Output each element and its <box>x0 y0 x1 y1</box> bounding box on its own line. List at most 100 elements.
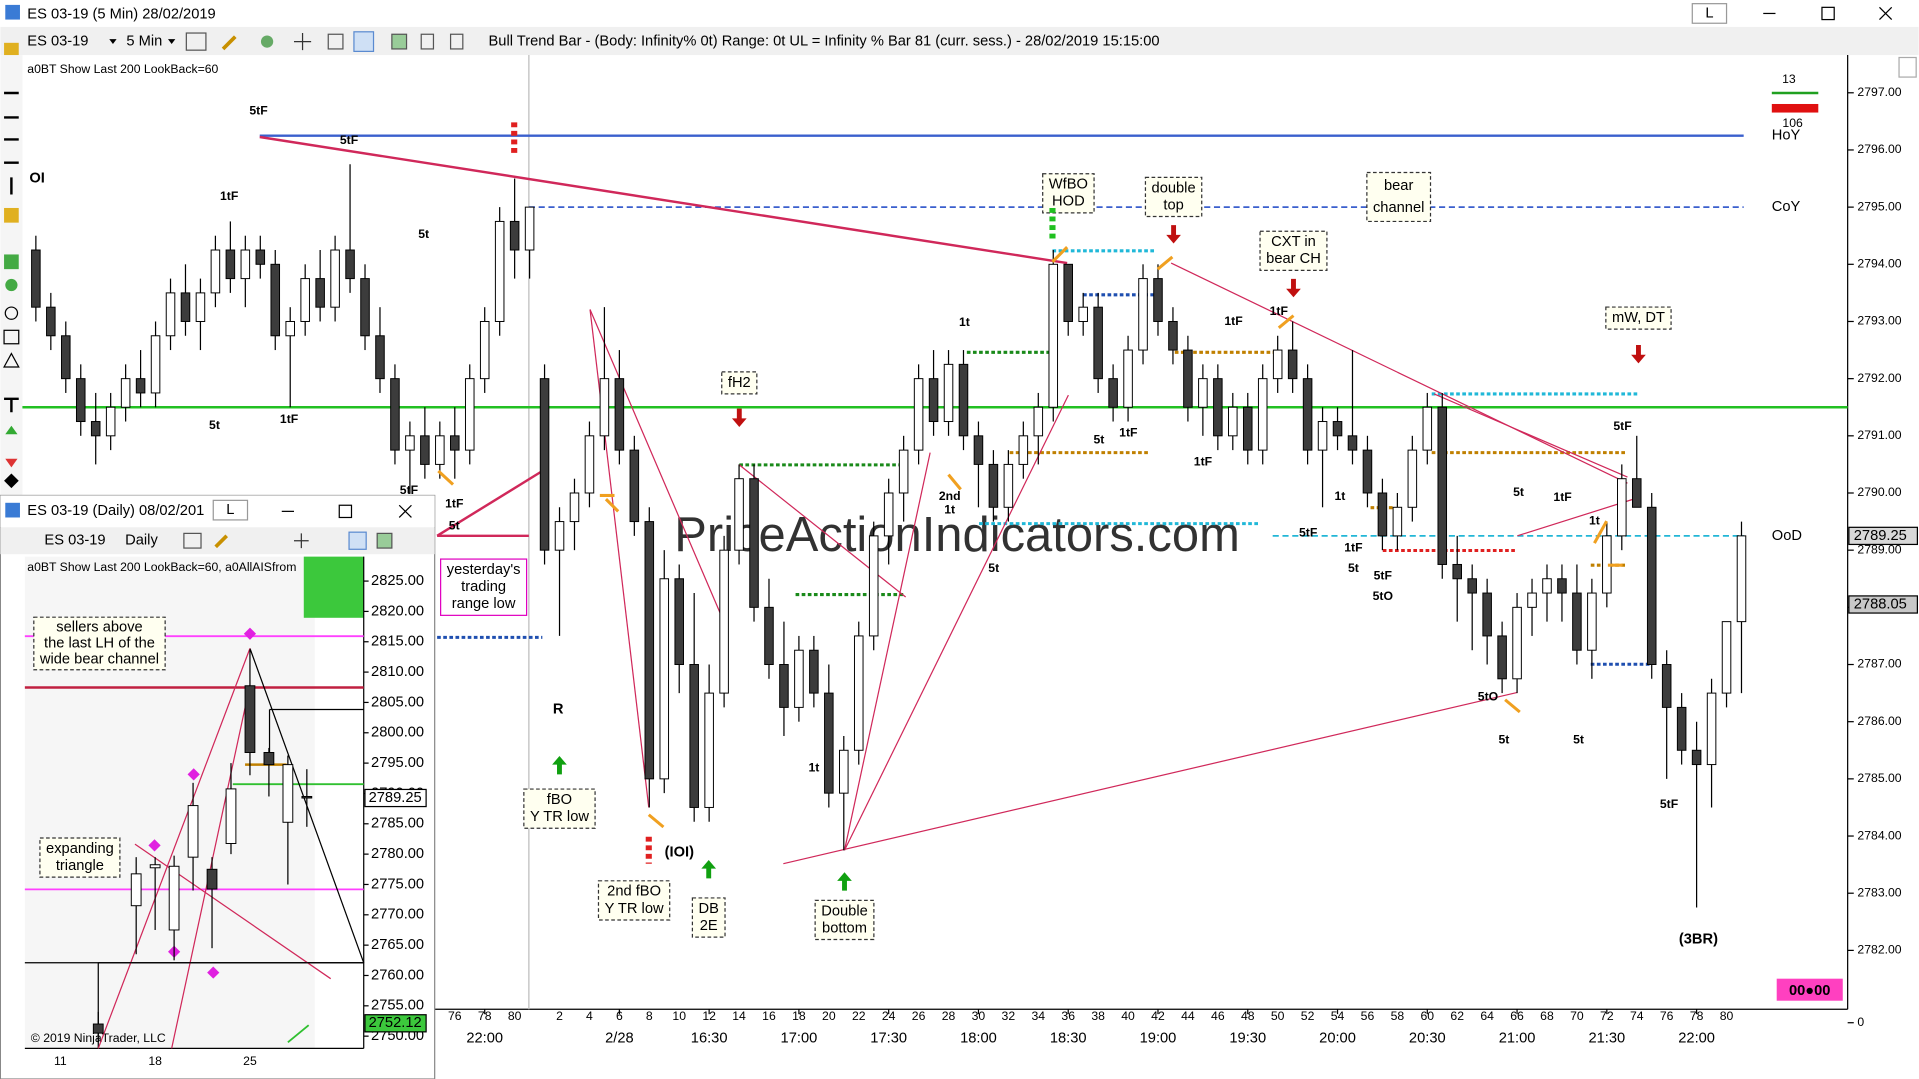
bars-icon[interactable] <box>185 32 207 51</box>
clock: 00●00 <box>1789 983 1831 999</box>
y-tick-label: 2785.00 <box>371 816 424 832</box>
list-icon[interactable] <box>449 33 464 50</box>
x-tick-label: 32 <box>1002 1009 1016 1023</box>
tool-icon[interactable] <box>5 278 18 292</box>
candle-body <box>1228 406 1238 437</box>
candle-body <box>824 692 834 794</box>
x-tick-label: 30 <box>972 1009 986 1023</box>
tool-icon[interactable] <box>4 42 19 56</box>
candle-body <box>315 278 325 308</box>
signal-tick <box>1504 698 1521 714</box>
trend-line <box>1170 262 1628 484</box>
x-tick-label: 36 <box>1061 1009 1075 1023</box>
annotation-box <box>597 880 671 921</box>
candle-body <box>1078 306 1088 322</box>
up-arrow <box>701 860 717 879</box>
y-tick-label: 2780.00 <box>371 846 424 862</box>
link-button[interactable] <box>1691 3 1728 24</box>
candle-body <box>1572 592 1582 651</box>
y-tick-label: 2784.00 <box>1857 828 1901 842</box>
candle-body <box>1287 349 1298 380</box>
x-tick-label: 70 <box>1570 1009 1584 1023</box>
zoom-icon[interactable] <box>327 33 344 50</box>
candle-body <box>301 795 313 799</box>
tool-icon[interactable] <box>5 425 18 435</box>
y-tick-label: 2786.00 <box>1857 714 1901 728</box>
bars-icon[interactable] <box>183 532 202 549</box>
candle-body <box>689 664 699 808</box>
maximize-button[interactable] <box>338 504 353 519</box>
tool-icon[interactable] <box>4 254 19 270</box>
link-button[interactable] <box>212 499 249 521</box>
interval-selector[interactable]: 5 Min <box>126 33 162 49</box>
tool-icon[interactable] <box>4 473 19 489</box>
tool-icon[interactable] <box>4 397 19 413</box>
time-tick-label: 2/28 <box>605 1031 634 1047</box>
bar-marker: 5tF <box>400 483 419 497</box>
x-tick-label: 24 <box>882 1009 896 1023</box>
tool-icon[interactable] <box>5 458 18 468</box>
strategy-icon[interactable] <box>376 532 393 549</box>
candle-body <box>853 635 864 751</box>
crosshair-icon[interactable] <box>293 33 312 51</box>
y-tick-label: 2795.00 <box>1857 199 1901 213</box>
trend-line <box>843 452 931 851</box>
candle-body <box>1437 406 1448 565</box>
indicator-info: a0BT Show Last 200 LookBack=60 <box>27 62 218 76</box>
signal-tick <box>604 498 620 513</box>
candle-body <box>839 749 849 794</box>
template-icon[interactable] <box>348 531 367 550</box>
candle-body <box>958 363 969 437</box>
annotation-text: OI <box>29 170 44 186</box>
props-icon[interactable] <box>420 33 435 50</box>
annotation-text: range low <box>452 596 516 612</box>
x-tick-label: 18 <box>148 1054 162 1068</box>
candle-body <box>599 378 610 437</box>
time-tick-label: 18:00 <box>960 1031 997 1047</box>
tool-icon[interactable] <box>3 352 20 368</box>
candle-body <box>704 692 714 808</box>
title-bar <box>0 0 1919 27</box>
tool-icon[interactable] <box>4 207 19 223</box>
x-tick-label: 78 <box>478 1009 492 1023</box>
level-label: CoY <box>1772 199 1801 215</box>
x-tick-label: 16 <box>762 1009 776 1023</box>
candle-body <box>898 449 909 494</box>
y-tick-label: 2797.00 <box>1857 85 1901 99</box>
annotation-text: double <box>1152 180 1196 196</box>
annotation-text: triangle <box>56 858 104 874</box>
time-tick-label: 22:00 <box>466 1031 503 1047</box>
draw-icon[interactable] <box>214 534 229 549</box>
close-button[interactable] <box>398 504 412 518</box>
link-button-label[interactable]: L <box>226 502 234 518</box>
indicator-icon[interactable] <box>260 35 274 48</box>
maximize-button[interactable] <box>1821 6 1835 21</box>
scroll-button[interactable] <box>1898 56 1917 78</box>
inset-zone <box>303 556 364 618</box>
draw-icon[interactable] <box>221 35 237 51</box>
candle-body <box>1048 263 1059 408</box>
candle-body <box>330 249 340 308</box>
close-button[interactable] <box>1879 6 1893 21</box>
bar-status: Bull Trend Bar - (Body: Infinity% 0t) Ra… <box>489 33 1160 49</box>
link-button-label[interactable]: L <box>1705 5 1713 21</box>
candle-body <box>1557 578 1567 594</box>
strategy-icon[interactable] <box>391 33 408 50</box>
instrument-selector[interactable]: ES 03-19 <box>27 33 88 49</box>
y-tick-label: 2785.00 <box>1857 771 1901 785</box>
dropdown-icon <box>109 39 117 45</box>
signal-tick <box>437 469 455 486</box>
tool-icon[interactable] <box>4 91 19 195</box>
instrument-selector[interactable]: ES 03-19 <box>44 533 105 549</box>
interval-selector[interactable]: Daily <box>125 533 158 549</box>
window-title: ES 03-19 (5 Min) 28/02/2019 <box>27 7 215 23</box>
annotation-text: wide bear channel <box>39 651 159 667</box>
template-icon[interactable] <box>353 31 375 52</box>
tool-icon[interactable] <box>4 306 19 320</box>
tool-icon[interactable] <box>3 329 20 345</box>
crosshair-icon[interactable] <box>293 533 309 549</box>
candle-body <box>1003 463 1014 508</box>
candle-body <box>1631 478 1642 508</box>
candle-body <box>345 249 355 280</box>
